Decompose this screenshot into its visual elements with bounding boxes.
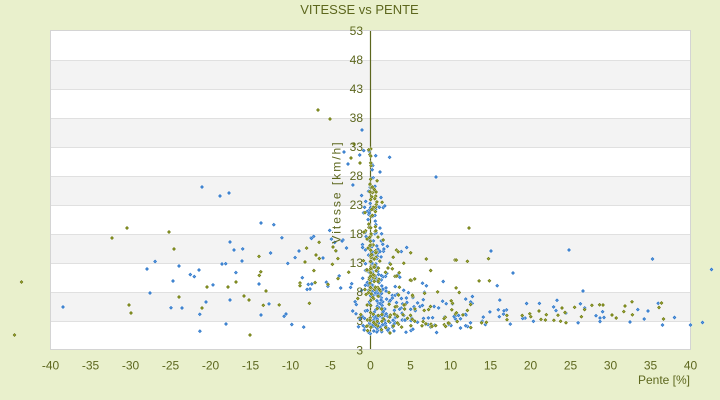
svg-text:3: 3 (356, 314, 363, 328)
svg-text:VITESSE vs PENTE: VITESSE vs PENTE (300, 2, 419, 17)
svg-text:48: 48 (350, 53, 364, 67)
svg-text:-5: -5 (325, 359, 336, 373)
svg-text:20: 20 (524, 359, 538, 373)
svg-text:35: 35 (644, 359, 658, 373)
svg-text:-40: -40 (42, 359, 60, 373)
svg-text:-35: -35 (82, 359, 100, 373)
svg-text:53: 53 (350, 24, 364, 38)
svg-text:33: 33 (350, 140, 364, 154)
svg-text:15: 15 (484, 359, 498, 373)
svg-text:30: 30 (604, 359, 618, 373)
svg-text:Vitesse [km/h]: Vitesse [km/h] (330, 140, 344, 243)
svg-text:38: 38 (350, 111, 364, 125)
svg-text:13: 13 (350, 256, 364, 270)
svg-text:25: 25 (564, 359, 578, 373)
svg-text:-20: -20 (202, 359, 220, 373)
svg-text:28: 28 (350, 169, 364, 183)
svg-text:10: 10 (444, 359, 458, 373)
svg-text:40: 40 (684, 359, 698, 373)
svg-text:43: 43 (350, 82, 364, 96)
svg-text:18: 18 (350, 227, 364, 241)
svg-text:8: 8 (356, 285, 363, 299)
svg-text:3: 3 (356, 343, 363, 357)
svg-text:Pente [%]: Pente [%] (638, 373, 690, 387)
svg-text:-25: -25 (162, 359, 180, 373)
svg-text:-10: -10 (282, 359, 300, 373)
svg-text:-15: -15 (242, 359, 260, 373)
svg-text:23: 23 (350, 198, 364, 212)
svg-text:0: 0 (367, 359, 374, 373)
svg-text:5: 5 (407, 359, 414, 373)
svg-text:-30: -30 (122, 359, 140, 373)
